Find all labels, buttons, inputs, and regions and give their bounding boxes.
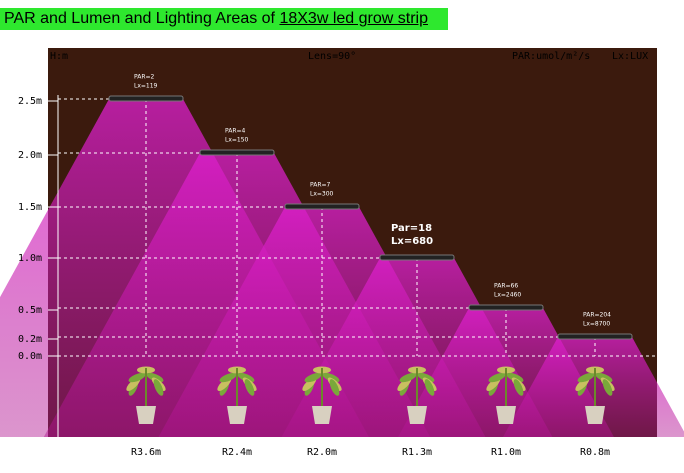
lux-label: Lx=150 — [225, 137, 249, 144]
leaf — [424, 379, 435, 396]
plant — [217, 366, 257, 424]
lux-label: Lx=2460 — [494, 292, 521, 299]
height-label: 1.0m — [18, 253, 42, 264]
lux-label: Lx=680 — [391, 236, 433, 247]
title-link[interactable]: 18X3w led grow strip — [279, 10, 428, 27]
lamp — [284, 203, 360, 210]
leaf — [146, 372, 164, 383]
leaf — [244, 379, 255, 396]
title-bar: PAR and Lumen and Lighting Areas of 18X3… — [0, 8, 448, 30]
pot — [227, 406, 247, 424]
lamp — [199, 149, 275, 156]
par-unit: PAR:umol/m²/s — [512, 51, 590, 62]
lux-label: Lx=8700 — [583, 321, 610, 328]
leaf — [577, 372, 595, 383]
par-label: PAR=2 — [134, 74, 155, 81]
lens: Lens=90° — [308, 51, 356, 62]
leaf — [513, 379, 524, 396]
leaf — [219, 372, 237, 383]
radius-label: R2.0m — [307, 447, 337, 458]
height-label: 0.2m — [18, 334, 42, 345]
radius-label: R1.3m — [402, 447, 432, 458]
leaf — [304, 372, 322, 383]
leaf — [595, 372, 613, 383]
lux-label: Lx=119 — [134, 83, 158, 90]
height-label: 1.5m — [18, 202, 42, 213]
radius-label: R1.0m — [491, 447, 521, 458]
leaf — [329, 379, 340, 396]
par-label: PAR=204 — [583, 312, 611, 319]
pot — [312, 406, 332, 424]
height-label: 0.0m — [18, 351, 42, 362]
lamp — [468, 304, 544, 311]
plant — [397, 366, 437, 424]
par-label: PAR=66 — [494, 283, 518, 290]
height-label: 2.0m — [18, 150, 42, 161]
lamp — [108, 95, 184, 102]
plant — [126, 366, 166, 424]
leaf — [506, 372, 524, 383]
pot — [585, 406, 605, 424]
radius-label: R2.4m — [222, 447, 252, 458]
leaf — [128, 372, 146, 383]
plant — [575, 366, 615, 424]
lux-unit: Lx:LUX — [612, 51, 648, 62]
leaf — [488, 372, 506, 383]
radius-label: R3.6m — [131, 447, 161, 458]
leaf — [399, 372, 417, 383]
plant — [486, 366, 526, 424]
leaf — [237, 372, 255, 383]
plant — [302, 366, 342, 424]
leaf — [322, 372, 340, 383]
leaf — [602, 379, 613, 396]
pot — [407, 406, 427, 424]
par-label: Par=18 — [391, 223, 432, 234]
lux-label: Lx=300 — [310, 191, 334, 198]
height-label: 2.5m — [18, 96, 42, 107]
light-beam — [503, 337, 684, 437]
height-unit: H:m — [50, 51, 68, 62]
height-label: 0.5m — [18, 305, 42, 316]
lamp — [379, 254, 455, 261]
pot — [496, 406, 516, 424]
radius-label: R0.8m — [580, 447, 610, 458]
title: PAR and Lumen and Lighting Areas of — [4, 10, 280, 27]
par-label: PAR=4 — [225, 128, 246, 135]
pot — [136, 406, 156, 424]
leaf — [417, 372, 435, 383]
leaf — [153, 379, 164, 396]
par-label: PAR=7 — [310, 182, 331, 189]
lamp — [557, 333, 633, 340]
